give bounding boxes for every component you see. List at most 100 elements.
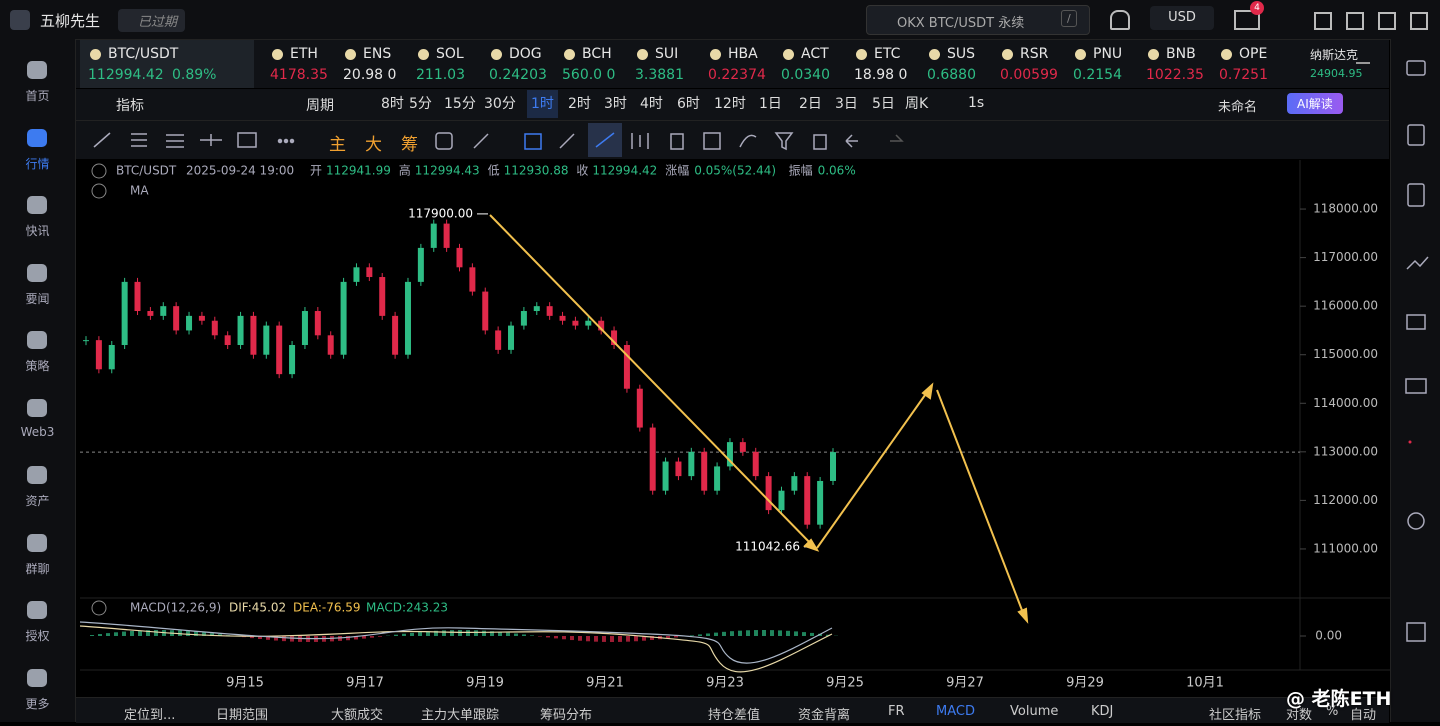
ma-label: MA (130, 184, 149, 198)
nav-label[interactable]: 快讯 (0, 222, 75, 239)
interval-btn[interactable]: 周K (901, 90, 932, 118)
nav-icon[interactable] (27, 196, 47, 214)
drawing-toolbar: 主大筹 (76, 121, 1389, 159)
bottom-tab[interactable]: 持仓差值 (708, 704, 760, 723)
window-control[interactable] (1378, 12, 1396, 30)
interval-btn[interactable]: 12时 (710, 90, 750, 118)
bottom-tab[interactable]: 资金背离 (798, 704, 850, 723)
candle (778, 491, 784, 510)
candle (637, 389, 643, 428)
add-ticker[interactable] (1356, 62, 1370, 64)
interval-btn[interactable]: 5日 (868, 90, 899, 118)
nav-icon[interactable] (27, 264, 47, 282)
bottom-tab[interactable]: KDJ (1091, 704, 1113, 719)
macd-bar-deco (714, 633, 718, 636)
interval-btn[interactable]: 3时 (600, 90, 631, 118)
macd-bar-deco (418, 632, 422, 636)
macd-dea: DEA:-76.59 (293, 601, 361, 615)
nav-label[interactable]: 行情 (0, 155, 75, 172)
seconds-btn[interactable]: 1s (968, 95, 984, 111)
interval-btn[interactable]: 5分 (405, 90, 436, 118)
nav-icon[interactable] (27, 466, 47, 484)
interval-btn[interactable]: 2日 (795, 90, 826, 118)
interval-btn[interactable]: 1日 (755, 90, 786, 118)
bottom-tab[interactable]: FR (888, 704, 905, 719)
nav-label[interactable]: 授权 (0, 627, 75, 644)
ticker-price: 18.98 0 (854, 67, 907, 83)
interval-btn[interactable]: 30分 (480, 90, 520, 118)
interval-btn[interactable]: 3日 (831, 90, 862, 118)
nav-label[interactable]: 更多 (0, 695, 75, 712)
draw-tool[interactable]: 大 (365, 130, 382, 155)
candle (675, 462, 681, 477)
bottom-tab[interactable]: 主力大单跟踪 (421, 704, 499, 723)
nav-icon[interactable] (27, 61, 47, 79)
coin-icon (1221, 49, 1232, 60)
ticker-symbol: BNB (1166, 46, 1196, 62)
interval-btn[interactable]: 6时 (673, 90, 704, 118)
search-box[interactable]: OKX BTC/USDT 永续/ (866, 5, 1090, 35)
nav-label[interactable]: 首页 (0, 87, 75, 104)
interval-btn[interactable]: 1时 (527, 90, 558, 118)
ai-btn[interactable]: AI解读 (1287, 93, 1343, 114)
window-control[interactable] (1346, 12, 1364, 30)
macd-bar-deco (154, 630, 158, 636)
nav-label[interactable]: 群聊 (0, 560, 75, 577)
candle (431, 224, 437, 248)
bottom-tab[interactable]: 日期范围 (216, 704, 268, 723)
draw-tool[interactable]: 筹 (401, 130, 418, 155)
nav-label[interactable]: 策略 (0, 357, 75, 374)
nav-icon[interactable] (27, 129, 47, 147)
nav-icon[interactable] (27, 331, 47, 349)
logo (10, 10, 30, 30)
bottom-tab[interactable]: Volume (1010, 704, 1058, 719)
candle (482, 292, 488, 331)
bell-icon[interactable] (1110, 10, 1130, 30)
nav-label[interactable]: 资产 (0, 492, 75, 509)
nav-icon[interactable] (27, 669, 47, 687)
interval-btn[interactable]: 15分 (440, 90, 480, 118)
interval-btn[interactable]: 8时 (377, 90, 408, 118)
ticker-price: 0.24203 (489, 67, 547, 83)
nav-icon[interactable] (27, 399, 47, 417)
info-value: 112941.99 (326, 164, 391, 178)
bottom-tab[interactable]: MACD (936, 704, 975, 719)
bottom-tab[interactable]: 大额成交 (331, 704, 383, 723)
currency-select[interactable]: USD (1150, 6, 1214, 30)
interval-btn[interactable]: 2时 (564, 90, 595, 118)
candle (341, 282, 347, 355)
nav-label[interactable]: Web3 (0, 425, 75, 439)
bottom-tab[interactable]: 社区指标 (1209, 704, 1261, 723)
interval-btn[interactable]: 4时 (636, 90, 667, 118)
bottom-tab[interactable]: 定位到... (124, 704, 175, 723)
x-tick-label: 9月23 (706, 676, 744, 691)
draw-tool[interactable]: 主 (329, 130, 346, 155)
ticker-symbol: ETH (290, 46, 318, 62)
indicator-btn[interactable]: 指标 (116, 95, 144, 115)
window-control[interactable] (1314, 12, 1332, 30)
nav-icon[interactable] (27, 601, 47, 619)
window-control[interactable] (1410, 12, 1428, 30)
macd-bar-deco (442, 630, 446, 636)
nav-icon[interactable] (27, 534, 47, 552)
nav-label[interactable]: 要闻 (0, 290, 75, 307)
layout-name[interactable]: 未命名 (1218, 96, 1257, 115)
bottom-tab[interactable]: 筹码分布 (540, 704, 592, 723)
period-btn[interactable]: 周期 (306, 95, 334, 115)
